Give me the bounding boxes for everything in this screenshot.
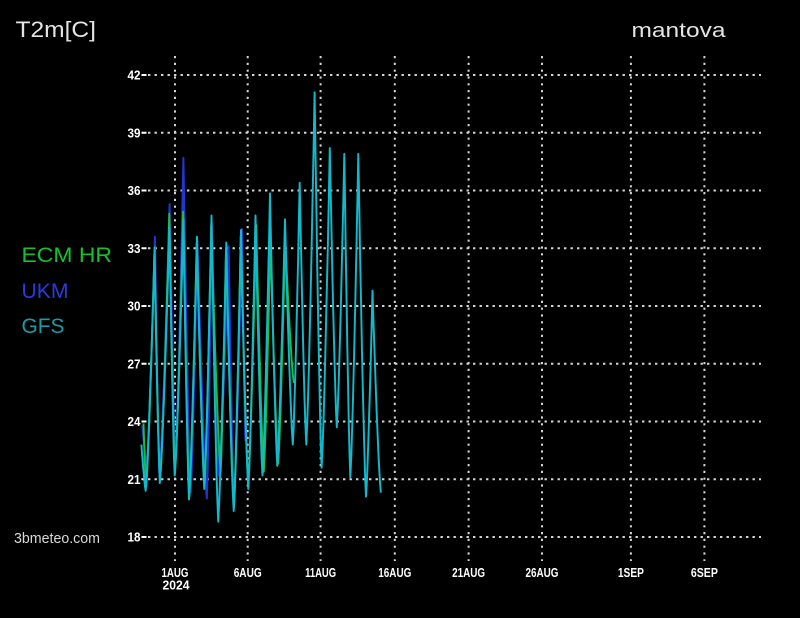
svg-text:18: 18 <box>128 530 141 545</box>
svg-text:39: 39 <box>128 125 141 140</box>
svg-text:GFS: GFS <box>22 315 65 338</box>
svg-text:1SEP: 1SEP <box>618 565 644 580</box>
svg-text:1AUG: 1AUG <box>162 565 189 580</box>
svg-text:UKM: UKM <box>22 280 69 303</box>
svg-text:ECM HR: ECM HR <box>22 244 113 267</box>
svg-text:33: 33 <box>128 241 141 256</box>
svg-text:42: 42 <box>128 68 141 83</box>
svg-text:3bmeteo.com: 3bmeteo.com <box>14 531 100 547</box>
svg-text:36: 36 <box>128 183 141 198</box>
svg-text:6SEP: 6SEP <box>691 565 718 580</box>
svg-text:26AUG: 26AUG <box>526 565 559 580</box>
svg-text:mantova: mantova <box>632 19 727 42</box>
svg-text:16AUG: 16AUG <box>378 565 411 580</box>
svg-text:6AUG: 6AUG <box>234 565 262 580</box>
svg-text:21AUG: 21AUG <box>452 565 485 580</box>
svg-text:2024: 2024 <box>163 578 191 593</box>
svg-text:27: 27 <box>128 356 141 371</box>
svg-text:11AUG: 11AUG <box>305 565 336 580</box>
svg-text:24: 24 <box>128 414 142 429</box>
svg-text:21: 21 <box>128 472 141 487</box>
svg-text:T2m[C]: T2m[C] <box>16 17 97 42</box>
svg-text:30: 30 <box>128 299 141 314</box>
